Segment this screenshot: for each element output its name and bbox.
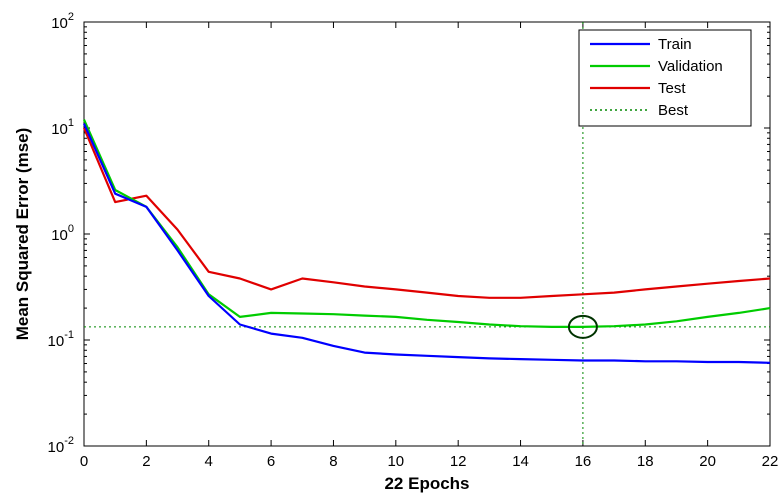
- legend-box: [578, 29, 752, 127]
- best-marker: [567, 314, 598, 339]
- legend-label: Best: [658, 102, 689, 119]
- x-tick-label: 18: [637, 453, 654, 470]
- series-line-train: [82, 123, 771, 364]
- x-tick-label: 20: [699, 453, 716, 470]
- y-tick-label: 101: [51, 117, 74, 138]
- series-line-validation: [82, 119, 771, 328]
- y-tick-base: 10: [51, 15, 68, 32]
- legend: Train Validation Test Best: [578, 29, 752, 127]
- series-line-test: [82, 127, 771, 299]
- y-tick-exponent: 0: [68, 223, 74, 235]
- x-tick-label: 16: [575, 453, 592, 470]
- y-axis-label: Mean Squared Error (mse): [13, 128, 32, 341]
- y-tick-exponent: 2: [68, 11, 74, 23]
- y-tick-label: 10-2: [48, 435, 74, 456]
- best-marker-layer: [567, 314, 598, 339]
- y-tick-exponent: -2: [64, 435, 74, 447]
- x-tick-label: 2: [142, 453, 150, 470]
- x-tick-label: 4: [205, 453, 213, 470]
- y-tick-exponent: -1: [64, 329, 74, 341]
- x-tick-label: 10: [387, 453, 404, 470]
- x-tick-label: 8: [329, 453, 337, 470]
- legend-label: Validation: [658, 58, 723, 75]
- x-tick-label: 12: [450, 453, 467, 470]
- legend-label: Test: [658, 80, 686, 97]
- y-tick-base: 10: [51, 121, 68, 138]
- y-tick-base: 10: [51, 227, 68, 244]
- y-tick-exponent: 1: [68, 117, 74, 129]
- legend-label: Train: [658, 36, 692, 53]
- y-tick-label: 100: [51, 223, 74, 244]
- x-axis-label: 22 Epochs: [384, 474, 469, 493]
- y-tick-base: 10: [48, 439, 65, 456]
- y-tick-label: 102: [51, 11, 74, 32]
- y-tick-base: 10: [48, 333, 65, 350]
- x-axis-ticks: 0 2 4 6 8 10 12 14 16 18 20 22: [80, 22, 779, 470]
- series-lines: [82, 119, 771, 364]
- x-tick-label: 0: [80, 453, 88, 470]
- x-tick-label: 6: [267, 453, 275, 470]
- y-tick-label: 10-1: [48, 329, 74, 350]
- x-tick-label: 22: [762, 453, 779, 470]
- x-tick-label: 14: [512, 453, 529, 470]
